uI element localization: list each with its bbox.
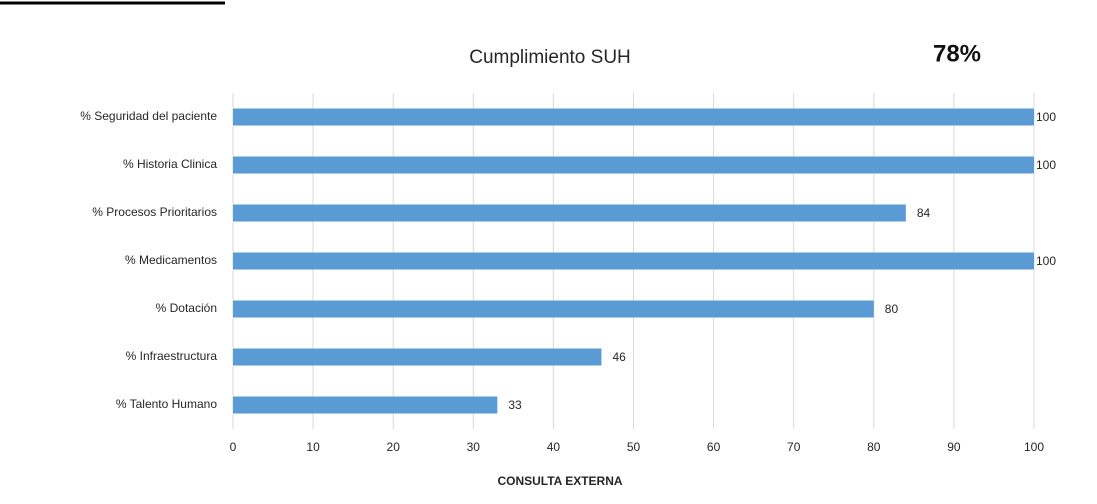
bar (233, 252, 1034, 270)
y-tick-label: % Seguridad del paciente (80, 109, 217, 123)
data-label: 80 (885, 302, 899, 316)
y-tick-label: % Procesos Prioritarios (92, 205, 217, 219)
x-axis-label: CONSULTA EXTERNA (497, 474, 622, 488)
bar (233, 156, 1034, 174)
annotation: 78% (933, 40, 981, 67)
bar (233, 396, 498, 414)
y-tick-label: % Dotación (156, 301, 217, 315)
x-tick-label: 70 (787, 440, 801, 454)
x-tick-label: 10 (306, 440, 320, 454)
data-label: 100 (1036, 254, 1056, 268)
x-tick-label: 60 (707, 440, 721, 454)
x-tick-label: 0 (230, 440, 237, 454)
x-tick-label: 50 (627, 440, 641, 454)
chart-title: Cumplimiento SUH (469, 47, 631, 68)
x-tick-label: 40 (547, 440, 561, 454)
x-tick-label: 100 (1024, 440, 1044, 454)
data-label: 100 (1036, 158, 1056, 172)
x-tick-label: 20 (387, 440, 401, 454)
y-tick-label: % Historia Clinica (123, 157, 217, 171)
bar (233, 204, 906, 222)
x-tick-label: 30 (467, 440, 481, 454)
data-label: 46 (612, 350, 626, 364)
x-tick-label: 90 (947, 440, 961, 454)
bar (233, 108, 1034, 126)
bar (233, 348, 602, 366)
y-tick-label: % Talento Humano (116, 397, 218, 411)
data-label: 33 (508, 398, 522, 412)
y-tick-label: % Infraestructura (126, 349, 218, 363)
x-tick-label: 80 (867, 440, 881, 454)
data-label: 100 (1036, 110, 1056, 124)
y-tick-label: % Medicamentos (125, 253, 217, 267)
data-label: 84 (917, 206, 931, 220)
bar (233, 300, 874, 318)
